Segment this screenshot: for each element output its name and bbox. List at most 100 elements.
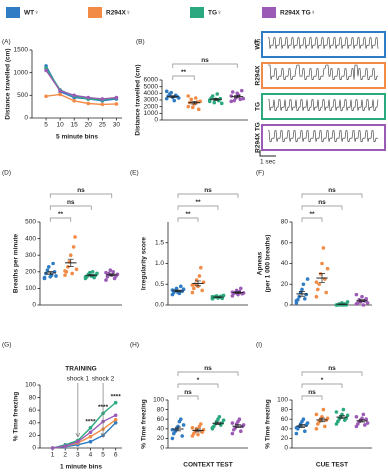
- point: [174, 286, 179, 291]
- point: [172, 98, 177, 103]
- annotation-arrowhead: [75, 432, 81, 438]
- x-tick-label: 10: [57, 122, 65, 129]
- point: [217, 415, 222, 419]
- point: [73, 235, 77, 239]
- point: [54, 274, 58, 278]
- point: [114, 95, 119, 100]
- x-tick-label: 30: [113, 122, 121, 129]
- comparison-bracket: [49, 205, 92, 210]
- y-tick-label: 0: [24, 115, 28, 122]
- x-tick-label: 3: [76, 452, 80, 459]
- point: [365, 421, 370, 425]
- point: [360, 416, 364, 421]
- point: [108, 268, 113, 272]
- point: [364, 417, 369, 422]
- point: [365, 301, 370, 305]
- point: [232, 98, 237, 103]
- point: [164, 96, 169, 101]
- comparison-label: *: [197, 377, 200, 384]
- scale-bar: [259, 150, 276, 157]
- point: [201, 427, 206, 432]
- error-bar: [359, 419, 365, 423]
- y-tick-label: 400: [25, 235, 36, 242]
- point: [100, 102, 105, 107]
- point: [190, 290, 195, 295]
- comparison-bracket: [301, 193, 363, 198]
- y-tick-label: 20: [281, 281, 289, 288]
- significance-stars: ****: [98, 404, 109, 411]
- point: [334, 410, 339, 414]
- error-bar: [67, 258, 74, 267]
- point: [83, 274, 88, 279]
- point: [71, 245, 76, 249]
- annotation: shock 1: [67, 376, 90, 383]
- y-tick-label: 1.5: [155, 239, 164, 246]
- point: [169, 90, 174, 95]
- point: [88, 270, 92, 275]
- point: [241, 96, 246, 101]
- y-tick-label: 100: [25, 285, 36, 292]
- point: [325, 416, 330, 421]
- point: [361, 303, 366, 307]
- point: [207, 98, 212, 102]
- comparison-label: ns: [204, 187, 212, 194]
- point: [303, 429, 307, 434]
- x-axis-label: 1 minute bins: [60, 464, 102, 471]
- y-tick-label: 0: [160, 445, 164, 452]
- point: [76, 439, 80, 444]
- trace-label: R294X: [255, 65, 262, 86]
- x-tick-label: 1: [51, 452, 55, 459]
- annotation: shock 2: [92, 376, 115, 383]
- point: [88, 426, 93, 430]
- trace-box: [261, 62, 386, 89]
- y-tick-label: 0: [154, 117, 158, 124]
- point: [297, 294, 302, 299]
- x-tick-label: 4: [89, 452, 93, 459]
- y-tick-label: 60: [281, 416, 289, 423]
- point: [239, 429, 243, 434]
- point: [113, 421, 118, 425]
- point: [294, 299, 299, 303]
- trace-label: WT: [255, 39, 262, 49]
- error-bar: [319, 273, 325, 284]
- breathing-trace: [268, 99, 379, 111]
- error-bar: [47, 271, 54, 275]
- y-tick-label: 5000: [144, 83, 159, 90]
- point: [230, 90, 235, 94]
- comparison-bracket: [172, 75, 195, 80]
- comparison-bracket: [172, 63, 238, 68]
- legend-label: TG♀: [208, 10, 222, 17]
- y-tick-label: 20: [29, 432, 37, 439]
- x-axis-label: 5 minute bins: [56, 134, 98, 141]
- breathing-trace: [268, 37, 379, 49]
- y-tick-label: 40: [157, 426, 165, 433]
- comparison-label: ns: [77, 187, 85, 194]
- error-bar: [195, 280, 201, 287]
- point: [215, 92, 220, 96]
- point: [212, 100, 217, 105]
- y-tick-label: 0.0: [155, 302, 164, 309]
- comparison-bracket: [301, 205, 343, 210]
- point: [51, 261, 55, 266]
- panel-label: (D): [2, 170, 11, 177]
- point: [44, 94, 48, 99]
- point: [181, 287, 186, 292]
- point: [294, 431, 299, 436]
- comparison-bracket: [49, 217, 72, 222]
- point: [63, 269, 67, 273]
- point: [200, 288, 204, 293]
- point: [63, 444, 68, 448]
- y-tick-label: 1000: [14, 69, 29, 76]
- comparison-bracket: [301, 371, 363, 376]
- point: [218, 96, 223, 101]
- point: [186, 104, 191, 109]
- point: [68, 253, 73, 257]
- y-tick-label: 3000: [144, 97, 159, 104]
- error-bar: [339, 415, 345, 419]
- y-tick-label: 500: [17, 92, 28, 99]
- y-tick-label: 40: [281, 426, 289, 433]
- point: [177, 291, 182, 296]
- error-bar: [319, 417, 325, 423]
- comparison-bracket: [301, 217, 323, 222]
- point: [320, 261, 324, 266]
